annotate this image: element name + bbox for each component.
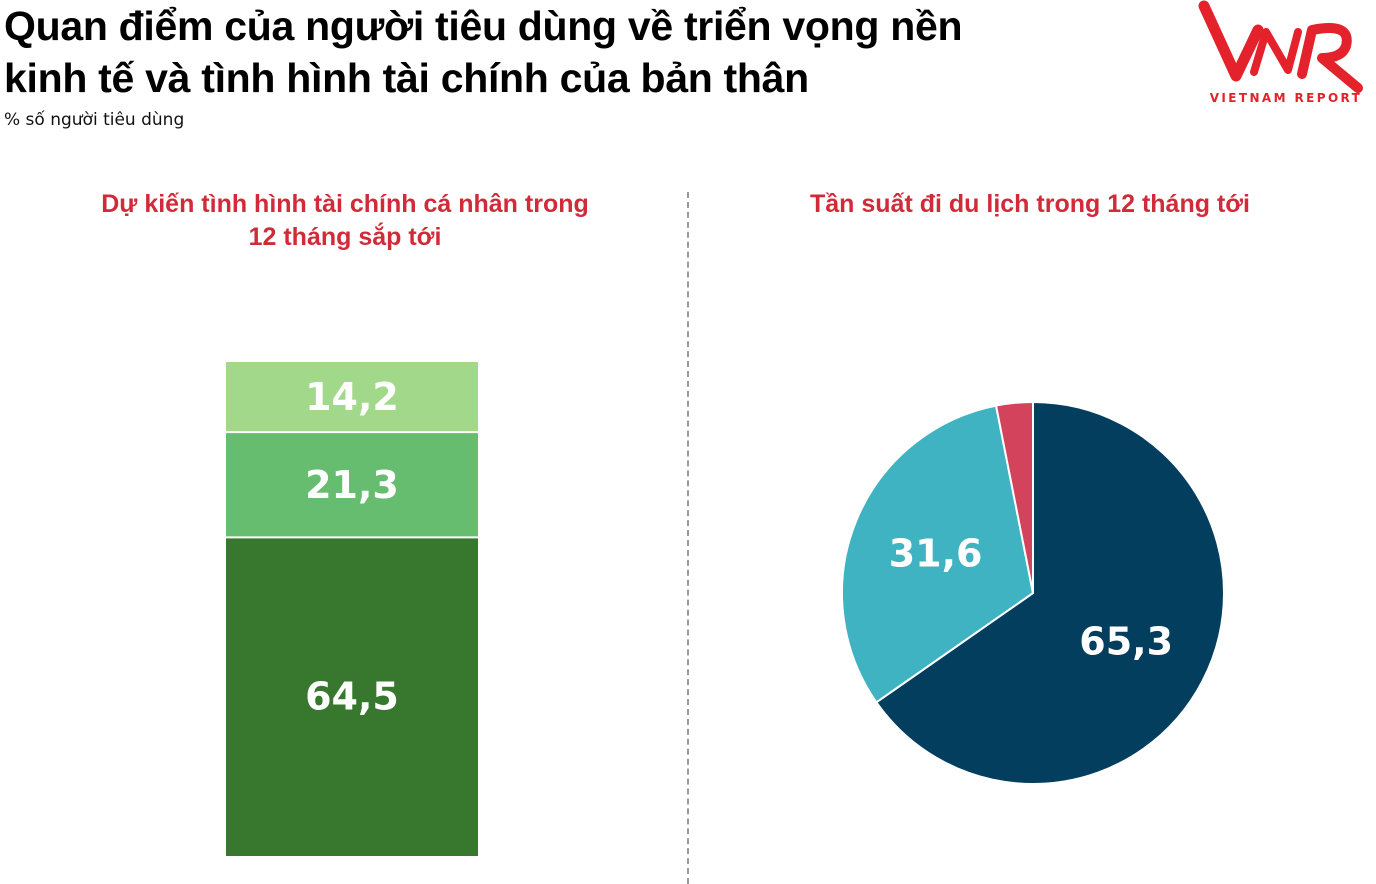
- pie-slice-2: [995, 401, 1034, 594]
- logo-r-stroke: [1297, 23, 1363, 93]
- vietnam-report-logo: VIETNAM REPORT: [1198, 0, 1363, 105]
- chart-title: Quan điểm của người tiêu dùng về triển v…: [4, 3, 963, 101]
- bar-segment-label-2: 14,2: [305, 375, 399, 419]
- stacked-bar-chart: 64,5 21,3 14,2: [226, 362, 478, 856]
- bar-segment-0: [226, 537, 478, 856]
- pie-chart-title: Tần suất đi du lịch trong 12 tháng tới: [809, 190, 1250, 218]
- pie-chart: 65,3 31,6 3,1: [841, 348, 1225, 785]
- bar-segment-label-0: 64,5: [305, 675, 399, 719]
- pie-slice-label-0: 65,3: [1079, 620, 1173, 664]
- logo-n-stroke: [1250, 28, 1302, 76]
- pie-slice-label-1: 31,6: [889, 532, 983, 576]
- bar-segment-2: [226, 362, 478, 433]
- bar-segment-1: [226, 432, 478, 538]
- pie-slice-label-2: 3,1: [978, 348, 1045, 392]
- bar-segment-label-1: 21,3: [305, 463, 399, 507]
- chart-subtitle: % số người tiêu dùng: [4, 110, 185, 130]
- logo-v-stroke: [1198, 0, 1264, 82]
- pie-slice-1: [841, 404, 1034, 704]
- logo-caption: VIETNAM REPORT: [1210, 91, 1363, 105]
- stacked-bar-title: Dự kiến tình hình tài chính cá nhân tron…: [101, 190, 589, 251]
- pie-slice-0: [875, 401, 1225, 785]
- panel-divider: [687, 192, 689, 884]
